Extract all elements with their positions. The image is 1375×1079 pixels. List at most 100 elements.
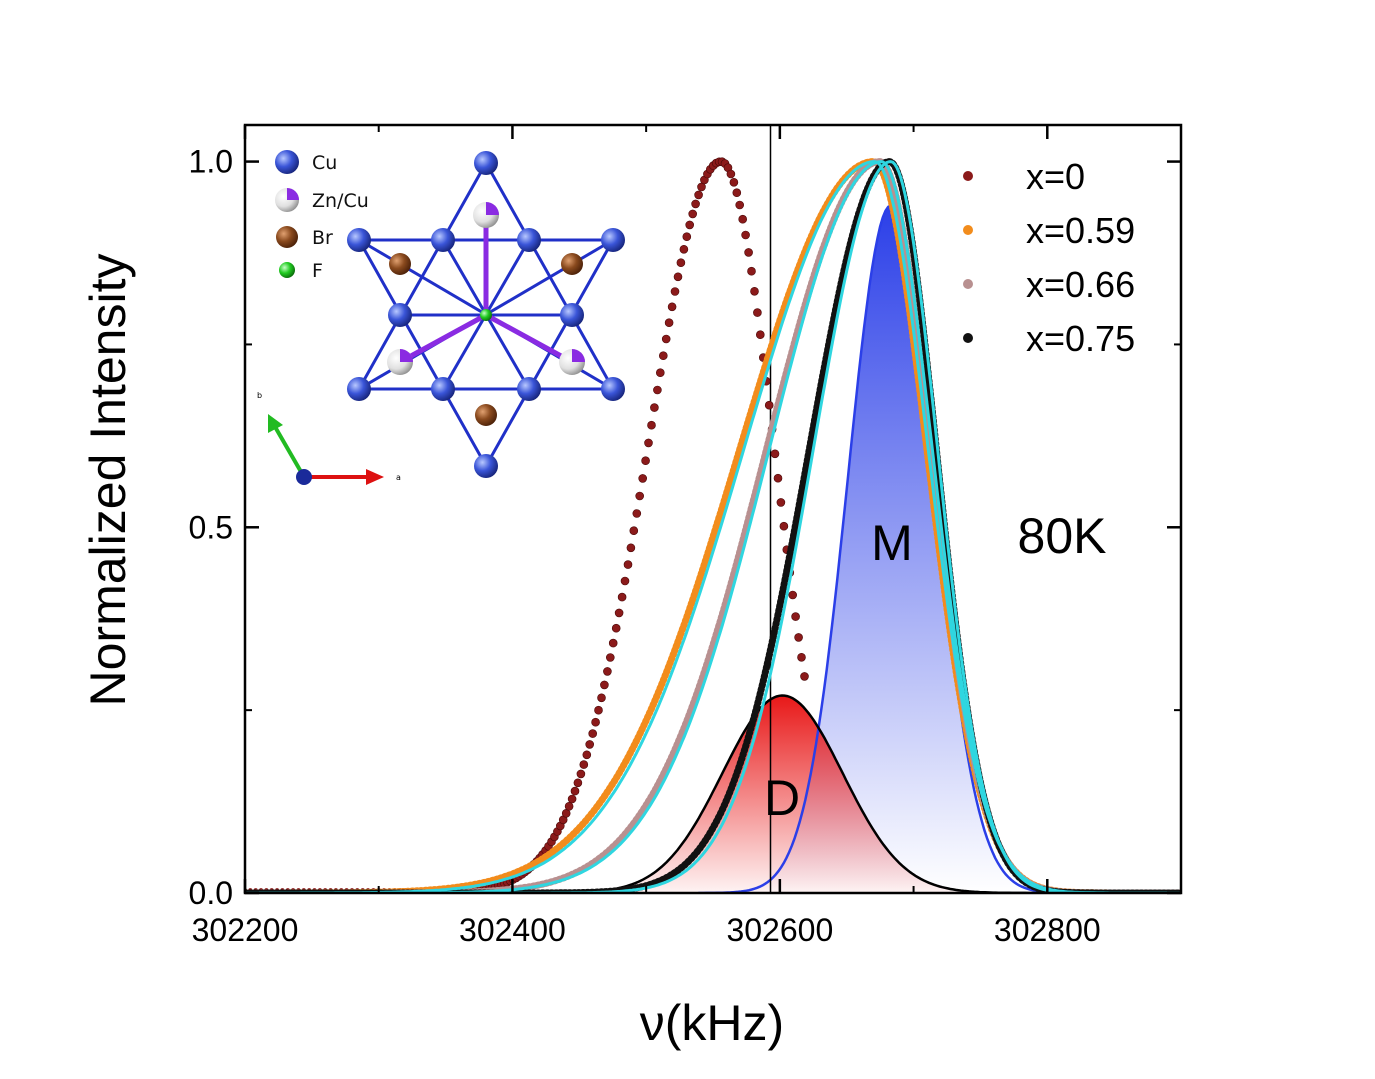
br-atoms — [389, 253, 583, 426]
x-tick-label: 302800 — [994, 912, 1101, 948]
data-point — [744, 248, 753, 257]
data-point — [791, 612, 800, 621]
plot-frame — [243, 123, 1183, 895]
data-point — [585, 740, 595, 749]
data-point — [576, 769, 586, 779]
data-point — [591, 717, 600, 727]
component-label-m: M — [871, 515, 913, 571]
data-point — [735, 200, 745, 210]
data-point — [608, 638, 618, 648]
data-point — [694, 190, 703, 200]
zn-cu-atoms — [387, 202, 585, 375]
data-point — [664, 318, 674, 328]
component-m-fill — [698, 205, 1084, 893]
data-point — [644, 438, 653, 448]
data-point — [667, 302, 677, 312]
data-point — [605, 653, 615, 662]
data-point — [588, 729, 598, 738]
data-point — [623, 560, 633, 569]
legend-marker — [963, 171, 973, 181]
data-point — [594, 705, 603, 715]
data-point — [626, 543, 636, 553]
data-point — [729, 178, 739, 187]
x-tick-label: 302200 — [192, 912, 299, 948]
cu-atoms — [347, 151, 625, 478]
component-d-fill — [511, 695, 1054, 893]
data-point — [661, 334, 671, 344]
temperature-annotation: 80K — [1018, 508, 1107, 564]
data-point — [582, 750, 592, 760]
x-tick-label: 302400 — [459, 912, 566, 948]
data-point — [611, 623, 621, 633]
axis-label-a: a — [396, 473, 401, 482]
component-label-d: D — [764, 770, 800, 826]
data-point — [579, 760, 589, 769]
data-point — [632, 509, 642, 518]
data-point — [614, 608, 624, 618]
data-point — [650, 403, 659, 412]
data-point — [753, 308, 762, 317]
legend-marker — [963, 333, 973, 343]
data-point — [797, 652, 806, 662]
x-axis-label: ν(kHz) — [640, 995, 784, 1051]
data-point — [570, 786, 580, 796]
data-point — [750, 286, 759, 296]
svg-text:F: F — [312, 260, 323, 282]
legend-label: x=0.75 — [1026, 318, 1135, 359]
data-point — [573, 778, 583, 788]
y-tick-label: 0.5 — [189, 509, 233, 545]
data-point — [655, 368, 665, 378]
y-axis-label: Normalized Intensity — [80, 254, 136, 707]
svg-text:Zn/Cu: Zn/Cu — [312, 190, 369, 212]
data-point — [688, 209, 698, 219]
data-point — [603, 667, 612, 676]
data-point — [638, 474, 648, 483]
y-tick-label: 1.0 — [189, 144, 233, 180]
data-point — [676, 258, 686, 268]
data-point — [764, 400, 774, 410]
data-point — [779, 521, 789, 531]
y-tick-label: 0.0 — [189, 875, 233, 911]
data-point — [685, 220, 695, 230]
data-point — [726, 169, 736, 179]
axis-ticks: 302200 302400 302600 302800 0.0 0.5 1.0 — [189, 125, 1181, 948]
data-point — [788, 590, 798, 600]
data-point — [770, 449, 780, 459]
data-point — [773, 473, 783, 483]
data-point — [794, 633, 803, 642]
data-point — [670, 287, 680, 296]
legend-label: x=0 — [1026, 156, 1085, 197]
fit-curve — [245, 160, 1180, 893]
legend-label: x=0.66 — [1026, 264, 1135, 305]
data-point — [597, 693, 606, 703]
legend-label: x=0.59 — [1026, 210, 1135, 251]
inset-legend: Cu Zn/Cu Br F — [275, 150, 369, 282]
data-point — [629, 526, 639, 536]
data-point — [691, 199, 700, 209]
data-point — [673, 272, 683, 282]
data-point — [653, 385, 662, 395]
f-bonds — [398, 215, 574, 365]
svg-text:Br: Br — [312, 227, 333, 249]
data-point — [679, 245, 689, 254]
legend: x=0 x=0.59 x=0.66 x=0.75 — [963, 156, 1135, 359]
f-atom — [480, 309, 492, 321]
data-point — [800, 672, 809, 681]
data-point — [641, 456, 650, 466]
data-point — [747, 266, 756, 276]
data-point — [658, 351, 668, 361]
data-point — [741, 230, 750, 240]
data-point — [600, 680, 609, 690]
svg-text:Cu: Cu — [312, 152, 337, 174]
x-tick-label: 302600 — [726, 912, 833, 948]
inset-crystal-structure: Cu Zn/Cu Br F a b — [257, 150, 625, 485]
crystal-axes: a b — [257, 391, 401, 485]
data-point — [635, 491, 645, 501]
data-point — [564, 801, 574, 811]
legend-marker — [963, 225, 973, 235]
data-point — [738, 214, 748, 224]
series-x=0 — [245, 157, 809, 893]
data-point — [620, 576, 630, 586]
data-point — [682, 232, 692, 241]
